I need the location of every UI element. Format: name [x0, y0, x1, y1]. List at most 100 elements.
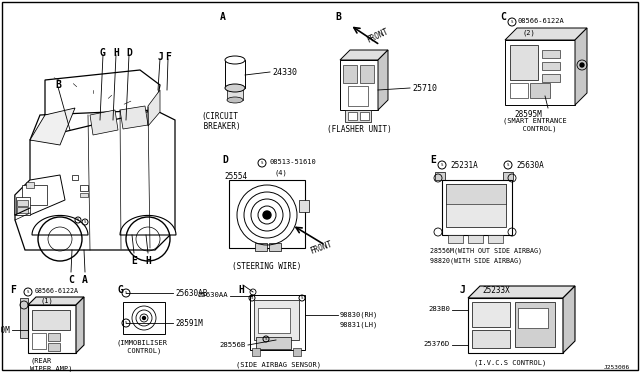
Bar — [515, 302, 555, 347]
Text: J: J — [460, 285, 466, 295]
Bar — [468, 235, 483, 243]
Text: (1): (1) — [40, 298, 52, 305]
Polygon shape — [76, 297, 84, 353]
Text: 25233X: 25233X — [482, 286, 509, 295]
Circle shape — [143, 317, 145, 320]
Bar — [16, 197, 30, 215]
Bar — [229, 180, 305, 248]
Text: 25554: 25554 — [224, 172, 247, 181]
Text: E: E — [430, 155, 436, 165]
Text: (REAR
WIPER AMP): (REAR WIPER AMP) — [30, 358, 72, 372]
Text: 98831(LH): 98831(LH) — [340, 321, 378, 327]
Polygon shape — [32, 215, 88, 235]
Text: H: H — [145, 256, 151, 266]
Bar — [254, 300, 299, 340]
Text: 25231A: 25231A — [450, 161, 477, 170]
Text: S: S — [507, 163, 509, 167]
Text: F: F — [10, 285, 16, 295]
Bar — [299, 200, 309, 212]
Text: (2): (2) — [522, 30, 535, 36]
Bar — [442, 180, 512, 235]
Bar — [542, 62, 560, 70]
Bar — [32, 310, 70, 330]
Polygon shape — [468, 286, 575, 298]
Text: 28591M: 28591M — [175, 319, 203, 328]
Polygon shape — [563, 286, 575, 353]
Polygon shape — [340, 50, 388, 60]
Text: 25376D: 25376D — [424, 341, 450, 347]
Bar — [343, 65, 357, 83]
Bar — [293, 348, 301, 356]
Text: B: B — [335, 12, 341, 22]
Text: D: D — [222, 155, 228, 165]
Bar — [255, 243, 267, 251]
Bar — [542, 50, 560, 58]
Text: S: S — [77, 218, 79, 222]
Bar — [80, 185, 88, 191]
Bar — [22, 185, 47, 205]
Text: FRONT: FRONT — [309, 240, 334, 256]
Ellipse shape — [225, 84, 245, 92]
Bar — [345, 110, 371, 122]
Text: 25630AB: 25630AB — [175, 289, 207, 298]
Text: S: S — [84, 220, 86, 224]
Text: 24330: 24330 — [272, 68, 297, 77]
Text: (FLASHER UNIT): (FLASHER UNIT) — [326, 125, 392, 134]
Bar — [448, 235, 463, 243]
Polygon shape — [30, 108, 75, 145]
Bar — [269, 243, 281, 251]
Text: 08566-6122A: 08566-6122A — [518, 18, 564, 24]
Polygon shape — [15, 175, 65, 215]
Text: 25710: 25710 — [412, 84, 437, 93]
Text: 28556B: 28556B — [220, 342, 246, 348]
Bar — [48, 333, 60, 341]
Bar — [435, 172, 445, 180]
Text: (IMMOBILISER
 CONTROL): (IMMOBILISER CONTROL) — [116, 340, 168, 354]
Text: (SMART ENTRANCE
  CONTROL): (SMART ENTRANCE CONTROL) — [503, 118, 567, 132]
Text: 08566-6122A: 08566-6122A — [35, 288, 79, 294]
Text: 08513-51610: 08513-51610 — [269, 159, 316, 165]
Text: C: C — [68, 275, 74, 285]
Bar — [542, 74, 560, 82]
Text: 283B0: 283B0 — [428, 306, 450, 312]
Text: FRONT: FRONT — [365, 27, 390, 45]
Polygon shape — [575, 28, 587, 105]
Text: S: S — [27, 290, 29, 294]
Text: (4): (4) — [274, 170, 287, 176]
Polygon shape — [28, 297, 84, 305]
Text: E: E — [131, 256, 137, 266]
Polygon shape — [120, 106, 148, 129]
Bar — [360, 65, 374, 83]
Text: J253006: J253006 — [604, 365, 630, 370]
Bar — [510, 45, 538, 80]
Bar — [510, 83, 528, 98]
Bar — [48, 343, 60, 351]
Bar — [468, 298, 563, 353]
Bar — [28, 305, 76, 353]
Text: S: S — [511, 20, 513, 24]
Polygon shape — [148, 90, 160, 126]
Text: J: J — [157, 52, 163, 62]
Bar — [17, 200, 28, 206]
Bar — [518, 308, 548, 328]
Text: H: H — [238, 285, 244, 295]
Bar — [503, 172, 513, 180]
Text: 25630AA: 25630AA — [197, 292, 228, 298]
Text: G: G — [118, 285, 124, 295]
Bar — [446, 184, 506, 227]
Polygon shape — [15, 110, 175, 250]
Polygon shape — [90, 110, 118, 135]
Bar — [225, 60, 245, 88]
Ellipse shape — [225, 56, 245, 64]
Bar — [472, 330, 510, 348]
Text: 98830(RH): 98830(RH) — [340, 311, 378, 317]
Bar — [20, 298, 28, 338]
Bar — [488, 235, 503, 243]
Bar — [252, 348, 260, 356]
Bar — [72, 175, 78, 180]
Text: A: A — [220, 12, 226, 22]
Bar — [227, 88, 243, 100]
Polygon shape — [505, 28, 587, 40]
Text: S: S — [260, 161, 263, 165]
Bar — [258, 308, 290, 333]
